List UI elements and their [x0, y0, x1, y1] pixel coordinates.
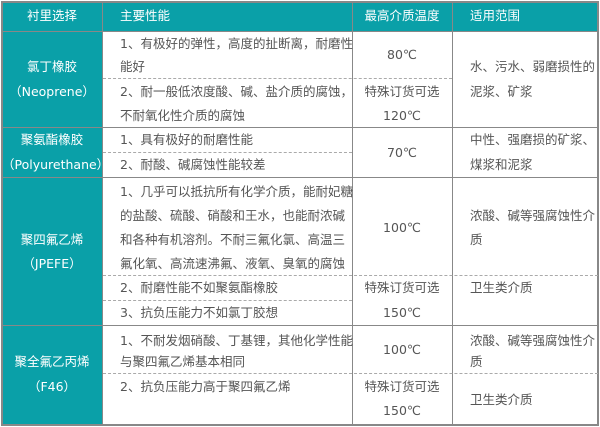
application: 卫生类介质	[470, 392, 533, 407]
lining-column	[2, 31, 102, 425]
property-line: 2、耐酸、碱腐蚀性能较差	[120, 157, 266, 172]
temperature: 70℃	[387, 145, 417, 160]
header-row	[2, 2, 598, 31]
temperature: 150℃	[383, 305, 421, 320]
property-line: 1、具有极好的耐磨性能	[120, 132, 253, 147]
header-max-temp: 最高介质温度	[364, 8, 440, 23]
lining-code: （Polyurethane）	[2, 157, 110, 172]
application: 浓酸、碱等强腐蚀性介	[470, 208, 596, 223]
header-application: 适用范围	[470, 8, 521, 23]
property-line: 2、耐一般低浓度酸、碱、盐介质的腐蚀，	[120, 84, 353, 99]
temperature: 80℃	[387, 47, 417, 62]
property-line: 和各种有机溶剂。不耐三氟化氯、高温三	[120, 232, 346, 247]
property-line: 1、几乎可以抵抗所有化学介质，能耐妃糖	[120, 184, 353, 199]
header-properties: 主要性能	[120, 8, 171, 23]
temperature: 100℃	[383, 220, 421, 235]
property-line: 的盐酸、硫酸、硝酸和王水，也能耐浓碱	[120, 208, 346, 223]
property-line: 与聚四氟乙烯基本相同	[120, 354, 246, 369]
property-line: 1、有极好的弹性，高度的扯断离，耐磨性	[120, 36, 353, 51]
property-line: 不耐氧化性介质的腐蚀	[120, 108, 246, 123]
header-lining: 衬里选择	[26, 8, 77, 23]
property-line: 能好	[120, 59, 146, 74]
lining-code: （Neoprene）	[9, 84, 95, 99]
application: 质	[470, 232, 483, 247]
lining-name: 聚氨酯橡胶	[20, 132, 84, 147]
property-line: 氟化氧、高流速沸氟、液氧、臭氧的腐蚀	[120, 256, 346, 271]
temperature: 150℃	[383, 403, 421, 418]
application: 水、污水、弱磨损性的	[470, 59, 596, 74]
application: 卫生类介质	[470, 280, 533, 295]
application: 泥浆、矿浆	[470, 84, 533, 99]
lining-code: （F46）	[27, 379, 77, 394]
lining-code: （JPEFE）	[22, 256, 82, 271]
temperature-note: 特殊订货可选	[364, 379, 440, 394]
temperature: 120℃	[383, 108, 421, 123]
property-line: 2、抗负压能力高于聚四氟乙烯	[120, 379, 291, 394]
application: 中性、强磨损的矿浆、	[470, 132, 596, 147]
application: 质	[470, 354, 483, 369]
property-line: 3、抗负压能力不如氯丁胶想	[120, 305, 278, 320]
lining-name: 聚全氟乙丙烯	[14, 354, 90, 369]
temperature: 100℃	[383, 342, 421, 357]
property-line: 2、耐磨性能不如聚氨酯橡胶	[120, 280, 278, 295]
lining-name: 氯丁橡胶	[26, 59, 77, 74]
property-line: 1、不耐发烟硝酸、丁基锂，其他化学性能	[120, 333, 353, 348]
application: 浓酸、碱等强腐蚀性介	[470, 333, 596, 348]
lining-name: 聚四氟乙烯	[20, 232, 84, 247]
application: 煤浆和泥浆	[470, 157, 533, 172]
temperature-note: 特殊订货可选	[364, 84, 440, 99]
temperature-note: 特殊订货可选	[364, 280, 440, 295]
